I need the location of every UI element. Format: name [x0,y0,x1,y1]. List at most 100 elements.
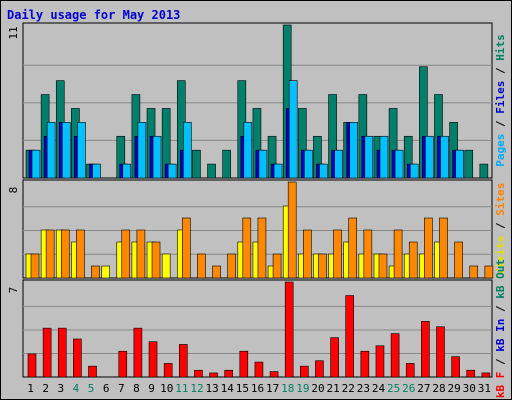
bar-kb-f-day-9 [148,341,158,378]
legend-part: / [494,352,507,372]
bar-sites-day-22 [348,217,358,279]
bar-sites-day-27 [424,217,433,279]
bar-pages-day-3 [61,122,71,179]
bar-kb-f-day-25 [390,333,400,378]
bar-sites-day-26 [408,241,418,279]
x-tick-label-day-30: 30 [463,382,476,395]
x-tick-label-day-9: 9 [148,382,155,395]
bar-sites-day-11 [181,217,191,279]
x-tick-label-day-28: 28 [432,382,445,395]
bar-visits-day-10 [161,253,171,279]
bar-sites-day-14 [227,253,236,279]
bar-pages-day-4 [77,122,86,179]
bar-pages-day-21 [334,149,343,179]
bar-pages-day-9 [152,135,162,179]
bar-kb-f-day-13 [209,372,218,378]
bar-kb-f-day-5 [88,365,97,378]
bar-sites-day-7 [121,229,131,279]
x-tick-label-day-18: 18 [281,382,294,395]
legend-part: / [494,114,507,134]
x-tick-label-day-1: 1 [27,382,34,395]
legend-part: Files [494,81,507,114]
bar-visits-day-6 [101,265,110,279]
bar-kb-f-day-27 [421,321,430,378]
x-tick-label-day-27: 27 [417,382,430,395]
legend-part: kB Out [494,259,507,299]
bar-sites-day-19 [303,229,312,279]
bar-kb-f-day-22 [345,295,355,378]
chart-title: Daily usage for May 2013 [7,8,181,22]
bar-pages-day-19 [304,149,313,179]
bar-kb-f-day-30 [466,369,476,378]
bar-sites-day-29 [454,241,463,279]
bar-hits-day-12 [192,149,201,179]
bar-kb-f-day-3 [57,327,67,378]
bar-kb-f-day-11 [178,344,188,378]
x-tick-label-day-10: 10 [160,382,173,395]
x-tick-label-day-11: 11 [175,382,188,395]
bar-kb-f-day-21 [330,337,339,378]
bar-sites-day-31 [484,265,494,279]
bar-pages-day-27 [425,135,434,179]
bar-kb-f-day-19 [300,365,309,378]
bar-sites-day-3 [60,229,70,279]
x-tick-label-day-19: 19 [296,382,309,395]
bar-pages-day-23 [364,135,374,179]
bar-hits-day-30 [464,149,474,179]
bar-hits-day-13 [207,163,216,179]
legend-part: / [494,299,507,319]
bar-pages-day-15 [243,122,253,179]
bar-kb-f-day-20 [315,360,324,378]
bar-sites-day-30 [469,265,479,279]
bar-pages-day-29 [455,149,464,179]
legend-part: kB F [494,372,507,399]
bar-pages-day-16 [258,149,268,179]
legend-part: Sites [494,183,507,216]
axis-max-label: 8 [7,187,20,194]
bar-kb-f-day-15 [239,350,249,378]
legend-part: kB In [494,319,507,352]
x-tick-label-day-26: 26 [402,382,415,395]
bar-kb-f-day-18 [284,281,294,378]
legend-hits-files-pages: Pages / Files / Hits [494,34,507,167]
bar-pages-day-5 [92,163,101,179]
bar-kb-f-day-10 [163,363,173,378]
bar-pages-day-17 [273,163,283,179]
axis-max-label: 11 [7,26,20,39]
bar-sites-day-15 [242,217,252,279]
bar-kb-f-day-16 [254,361,264,378]
bar-kb-f-day-29 [451,356,460,378]
x-tick-label-day-3: 3 [58,382,65,395]
bar-sites-day-24 [378,253,388,279]
bar-kb-f-day-8 [133,327,143,378]
bar-pages-day-26 [409,163,419,179]
bar-kb-f-day-1 [27,353,37,378]
x-tick-label-day-14: 14 [221,382,235,395]
bar-pages-day-1 [31,149,41,179]
bar-sites-day-5 [91,265,100,279]
x-tick-label-day-8: 8 [133,382,140,395]
bar-pages-day-25 [394,149,404,179]
x-tick-label-day-4: 4 [73,382,80,395]
bar-kb-f-day-23 [360,350,370,378]
x-tick-label-day-6: 6 [103,382,110,395]
x-tick-label-day-31: 31 [478,382,491,395]
legend-part: Visits [494,236,507,276]
x-tick-label-day-16: 16 [251,382,264,395]
x-tick-label-day-24: 24 [372,382,386,395]
legend-kbytes: kB F / kB In / kB Out [494,259,507,398]
bar-sites-day-20 [318,253,327,279]
bar-sites-day-13 [212,265,221,279]
bar-pages-day-22 [349,122,359,179]
bar-kb-f-day-14 [224,369,233,378]
x-tick-label-day-12: 12 [190,382,203,395]
bar-kb-f-day-28 [436,326,445,378]
bar-kb-f-day-24 [375,345,385,378]
x-tick-label-day-29: 29 [448,382,461,395]
bar-sites-day-16 [257,217,267,279]
legend-part: / [494,216,507,236]
bar-sites-day-2 [45,229,55,279]
x-tick-label-day-5: 5 [88,382,95,395]
bar-hits-day-31 [479,163,489,179]
legend-part: Pages [494,134,507,167]
